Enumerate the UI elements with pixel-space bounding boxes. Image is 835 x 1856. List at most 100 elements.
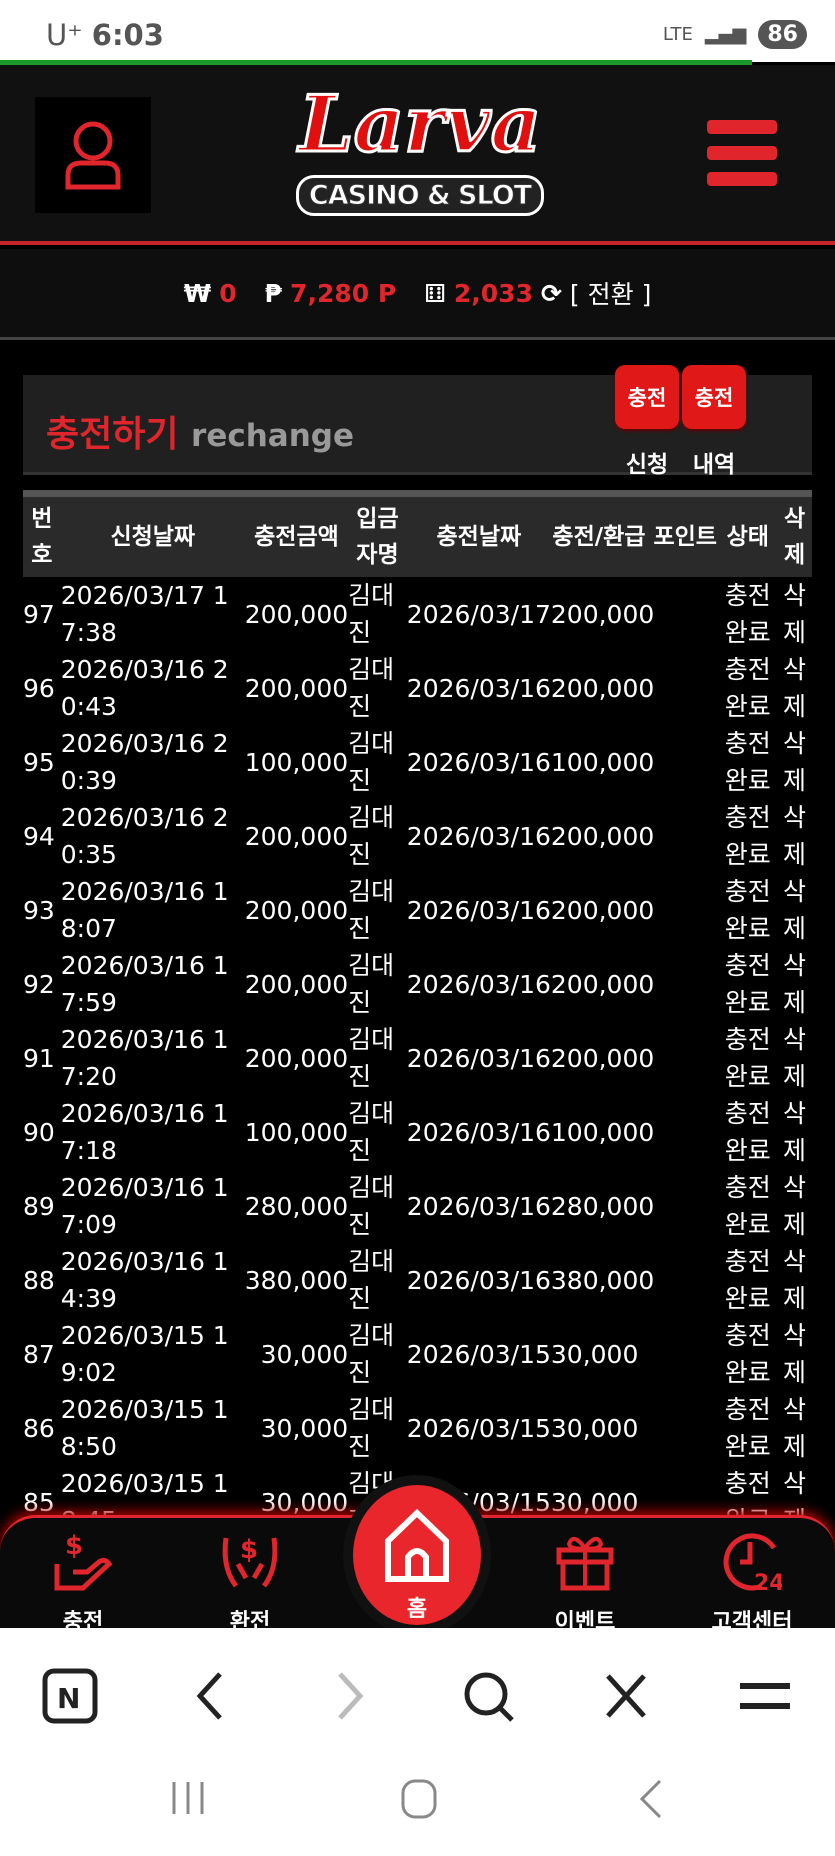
cell-delete[interactable]: 삭제 [783,1395,807,1461]
cell-delete[interactable]: 삭제 [783,581,807,647]
nav-support[interactable]: 24 고객센터 [692,1528,812,1636]
cell-delete[interactable]: 삭제 [783,877,807,943]
column-header-depositor: 입금자명 [356,506,399,568]
cell-request-date: 2026/03/16 17:59 [60,951,229,1017]
user-icon [65,121,121,190]
cell-amount: 380,000 [244,1265,349,1295]
table-row: 94 2026/03/16 20:35 200,000 김대진 2026/03/16 20… [23,799,812,873]
home-system-icon[interactable] [398,1778,440,1820]
cell-status: 충전완료 [724,1099,771,1165]
table-row: 87 2026/03/15 19:02 30,000 김대진 2026/03/15 30,… [23,1317,812,1391]
cell-no: 97 [23,599,55,629]
menu-icon[interactable] [707,120,777,198]
refresh-icon[interactable]: ⟳ [540,278,562,308]
cell-delete[interactable]: 삭제 [783,951,807,1017]
exchange-icon: $ [222,1535,278,1588]
signal-icon: ▂▄▆ [704,24,747,45]
cell-points: 30,000 [550,1413,639,1443]
cell-request-date: 2026/03/16 17:09 [60,1173,229,1239]
cell-delete[interactable]: 삭제 [783,655,807,721]
charge-request-label[interactable]: 신청 [625,452,669,478]
cell-status: 충전완료 [724,1321,771,1387]
cell-request-date: 2026/03/16 18:07 [60,877,229,943]
cell-depositor: 김대진 [348,1395,395,1461]
tabs-menu-icon[interactable] [738,1668,792,1724]
user-button[interactable] [35,97,151,213]
cell-charge-date: 2026/03/16 [406,821,551,851]
close-icon[interactable] [604,1668,648,1724]
nav-exchange[interactable]: $ 환전 [190,1528,310,1636]
cell-points: 380,000 [550,1265,655,1295]
cell-status: 충전완료 [724,1173,771,1239]
cell-charge-date: 2026/03/15 [406,1339,551,1369]
svg-text:24: 24 [754,1571,782,1592]
column-header-status: 상태 [726,524,769,550]
clock-24-icon: 24 [723,1533,785,1596]
cell-depositor: 김대진 [348,951,395,1017]
cell-delete[interactable]: 삭제 [783,1321,807,1387]
convert-button[interactable]: [ 전환 ] [569,280,652,309]
cell-points: 30,000 [550,1339,639,1369]
charge-history-button[interactable]: 충전 [682,365,746,429]
cell-no: 95 [23,747,55,777]
column-header-amount: 충전금액 [254,524,339,550]
cell-points: 30,000 [550,1487,639,1517]
cell-delete[interactable]: 삭제 [783,803,807,869]
cell-request-date: 2026/03/16 17:20 [60,1025,229,1091]
cell-depositor: 김대진 [348,655,395,721]
cell-status: 충전완료 [724,581,771,647]
gift-icon [556,1536,614,1591]
column-header-request-date: 신청날짜 [110,524,196,550]
cell-amount: 200,000 [244,969,349,999]
cell-charge-date: 2026/03/17 [406,599,551,629]
cell-charge-date: 2026/03/16 [406,1117,551,1147]
nav-charge[interactable]: $ 충전 [23,1528,143,1636]
cell-delete[interactable]: 삭제 [783,1247,807,1313]
cell-status: 충전완료 [724,877,771,943]
svg-text:N: N [57,1682,80,1715]
cell-delete[interactable]: 삭제 [783,729,807,795]
charge-request-button[interactable]: 충전 [615,365,679,429]
cell-no: 90 [23,1117,55,1147]
cell-request-date: 2026/03/15 19:02 [60,1321,229,1387]
logo[interactable]: Larva CASINO & SLOT [290,75,550,240]
cell-depositor: 김대진 [348,877,395,943]
cell-delete[interactable]: 삭제 [783,1173,807,1239]
cell-points: 200,000 [550,821,655,851]
point-balance: 7,280 P [290,278,397,308]
forward-icon[interactable] [330,1668,370,1724]
cell-status: 충전완료 [724,729,771,795]
nav-home[interactable]: 홈 [353,1485,481,1625]
table-row: 91 2026/03/16 17:20 200,000 김대진 2026/03/16 20… [23,1021,812,1095]
cell-delete[interactable]: 삭제 [783,1099,807,1165]
cell-depositor: 김대진 [348,729,395,795]
chip-balance: 2,033 [453,278,533,308]
balance-bar: ₩ 0 ₱ 7,280 P ⚅ 2,033 ⟳ [ 전환 ] [0,249,835,340]
cell-depositor: 김대진 [348,1099,395,1165]
cell-depositor: 김대진 [348,1321,395,1387]
site-header: Larva CASINO & SLOT [0,65,835,245]
home-icon [385,1508,449,1582]
cell-delete[interactable]: 삭제 [783,1025,807,1091]
cell-status: 충전완료 [724,1395,771,1461]
page-title: 충전하기 [46,414,179,455]
charge-history-table: 번호 신청날짜 충전금액 입금자명 충전날짜 충전/환급 포인트 상태 삭제 97 2026/0… [23,490,812,1539]
recent-apps-icon[interactable] [168,1778,208,1818]
cell-points: 280,000 [550,1191,655,1221]
cell-request-date: 2026/03/15 18:50 [60,1395,229,1461]
cell-charge-date: 2026/03/15 [406,1413,551,1443]
cell-amount: 200,000 [244,599,349,629]
naver-icon[interactable]: N [42,1668,98,1724]
back-system-icon[interactable] [636,1778,666,1820]
cell-no: 86 [23,1413,55,1443]
cell-status: 충전완료 [724,1247,771,1313]
back-icon[interactable] [190,1668,230,1724]
charge-history-label[interactable]: 내역 [692,452,736,478]
search-icon[interactable] [460,1668,516,1724]
table-row: 93 2026/03/16 18:07 200,000 김대진 2026/03/16 20… [23,873,812,947]
status-bar: U⁺ 6:03 LTE ▂▄▆ 86 [0,0,835,62]
nav-event[interactable]: 이벤트 [525,1528,645,1636]
cell-no: 87 [23,1339,55,1369]
battery-icon: 86 [758,20,807,49]
column-header-points: 충전/환급 포인트 [552,524,717,550]
